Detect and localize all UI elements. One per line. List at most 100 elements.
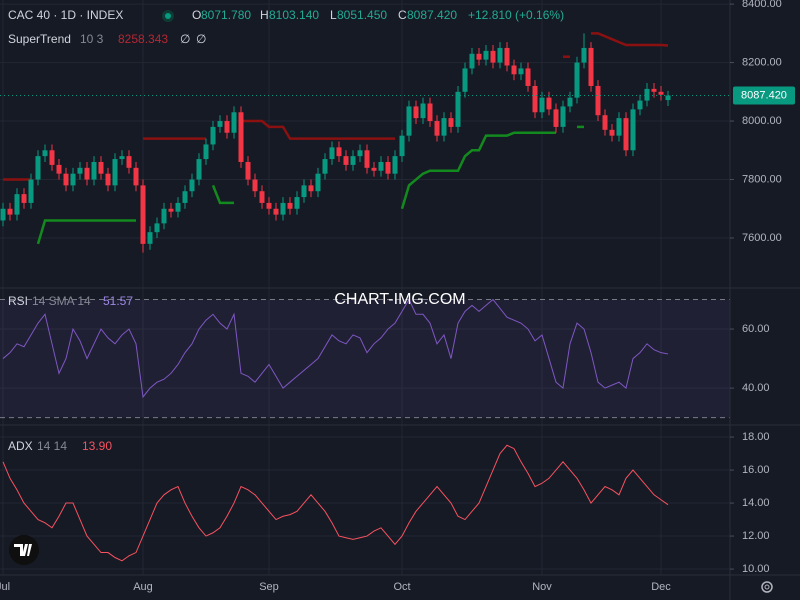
candle-body — [322, 159, 328, 174]
candle-body — [224, 121, 230, 133]
ohlc-label: O — [192, 8, 201, 22]
pane-value: 13.90 — [82, 439, 112, 453]
candle-body — [189, 179, 195, 192]
indicator-params: 10 3 — [80, 32, 104, 46]
indicator-value: 8258.343 — [118, 32, 168, 46]
y-tick-label: 12.00 — [742, 530, 770, 542]
y-tick-label: 7600.00 — [742, 232, 782, 244]
candle-body — [581, 47, 587, 63]
candle-body — [35, 156, 41, 180]
candle-body — [434, 121, 440, 136]
candle-body — [49, 150, 55, 165]
candle-body — [203, 144, 209, 160]
candle-body — [364, 150, 370, 168]
pane-params: 14 SMA 14 — [32, 294, 91, 308]
candle-body — [560, 106, 566, 127]
candle-body — [602, 115, 608, 130]
candle-body — [483, 50, 489, 60]
candle-body — [70, 173, 76, 186]
candle-body — [532, 85, 538, 113]
settings-icon[interactable] — [761, 581, 773, 593]
pane-value: 51.57 — [103, 294, 133, 308]
candle-body — [665, 95, 671, 101]
candle-body — [175, 202, 181, 212]
x-tick-label: Dec — [651, 581, 671, 593]
candle-body — [147, 232, 153, 244]
candle-body — [644, 88, 650, 101]
candle-body — [455, 91, 461, 127]
candle-body — [287, 202, 293, 209]
candle-body — [539, 97, 545, 113]
line — [2, 444, 669, 562]
ohlc-label: H — [260, 8, 269, 22]
status-dot — [165, 13, 171, 19]
candle-body — [462, 68, 468, 92]
candle-body — [217, 121, 223, 127]
line — [241, 119, 395, 140]
candle-body — [427, 103, 433, 122]
candle-body — [476, 53, 482, 60]
candle-body — [133, 167, 139, 186]
line — [591, 32, 669, 47]
candle-body — [252, 179, 258, 192]
candle-body — [168, 208, 174, 212]
y-tick-label: 10.00 — [742, 563, 770, 575]
last-price-label: 8087.420 — [741, 89, 787, 101]
candle-body — [315, 173, 321, 192]
ohlc-value: 8087.420 — [407, 8, 457, 22]
line — [2, 298, 669, 399]
candle-body — [112, 159, 118, 186]
candle-body — [308, 185, 314, 192]
candle-body — [350, 156, 356, 165]
indicator-name: SuperTrend — [8, 32, 71, 46]
candle-body — [441, 118, 447, 136]
y-tick-label: 8200.00 — [742, 56, 782, 68]
logo — [9, 535, 39, 565]
line — [400, 131, 556, 210]
candle-body — [658, 91, 664, 95]
pane-title: ADX — [8, 439, 33, 453]
y-tick-label: 40.00 — [742, 382, 770, 394]
x-tick-label: Jul — [0, 581, 10, 593]
candle-body — [336, 147, 342, 157]
candle-body — [21, 194, 27, 203]
candle-body — [574, 62, 580, 98]
candle-body — [357, 150, 363, 157]
y-tick-label: 14.00 — [742, 497, 770, 509]
pane-title: RSI — [8, 294, 28, 308]
y-tick-label: 8400.00 — [742, 0, 782, 10]
candle-body — [84, 167, 90, 180]
x-tick-label: Nov — [532, 581, 552, 593]
y-tick-label: 60.00 — [742, 323, 770, 335]
candle-body — [238, 112, 244, 162]
ohlc-label: L — [330, 8, 337, 22]
candle-body — [595, 85, 601, 116]
candle-body — [196, 159, 202, 180]
candle-body — [266, 202, 272, 209]
candle-body — [343, 156, 349, 165]
candle-body — [105, 173, 111, 186]
candle-body — [273, 208, 279, 215]
candle-body — [371, 167, 377, 171]
candle-body — [231, 112, 237, 133]
candle-body — [210, 126, 216, 145]
candle-body — [518, 68, 524, 75]
candle-body — [126, 156, 132, 168]
candle-body — [630, 109, 636, 151]
candle-body — [616, 118, 622, 136]
x-tick-label: Sep — [259, 581, 279, 593]
ohlc-value: 8071.780 — [201, 8, 251, 22]
candle-body — [280, 202, 286, 215]
pane-params: 14 14 — [37, 439, 67, 453]
indicator-symbol: ∅ — [196, 32, 206, 46]
candle-body — [154, 223, 160, 233]
candle-body — [525, 68, 531, 86]
candle-body — [588, 47, 594, 86]
band-fill — [0, 299, 730, 418]
line — [211, 184, 234, 205]
candle-body — [161, 208, 167, 224]
y-tick-label: 18.00 — [742, 431, 770, 443]
candle-body — [77, 167, 83, 174]
candle-body — [623, 118, 629, 151]
